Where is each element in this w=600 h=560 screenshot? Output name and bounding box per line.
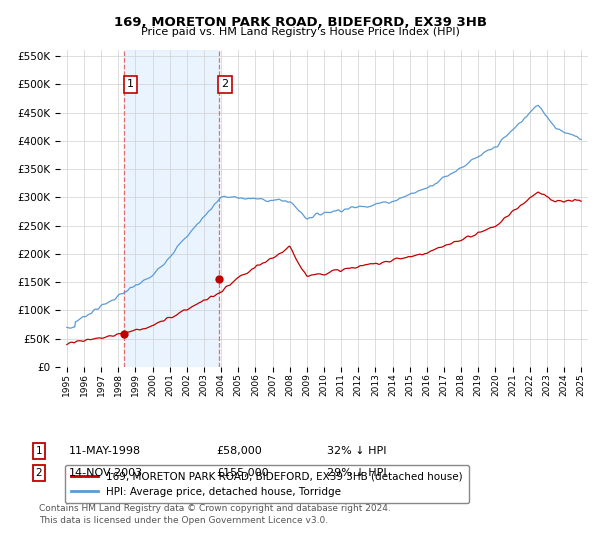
Text: 14-NOV-2003: 14-NOV-2003 xyxy=(69,468,143,478)
Text: £155,000: £155,000 xyxy=(216,468,269,478)
Text: £58,000: £58,000 xyxy=(216,446,262,456)
Text: 11-MAY-1998: 11-MAY-1998 xyxy=(69,446,141,456)
Text: 2: 2 xyxy=(221,80,229,89)
Text: Contains HM Land Registry data © Crown copyright and database right 2024.
This d: Contains HM Land Registry data © Crown c… xyxy=(39,504,391,525)
Text: 29% ↓ HPI: 29% ↓ HPI xyxy=(327,468,386,478)
Text: 1: 1 xyxy=(35,446,43,456)
Text: 2: 2 xyxy=(35,468,43,478)
Text: 169, MORETON PARK ROAD, BIDEFORD, EX39 3HB: 169, MORETON PARK ROAD, BIDEFORD, EX39 3… xyxy=(113,16,487,29)
Text: 1: 1 xyxy=(127,80,134,89)
Text: 32% ↓ HPI: 32% ↓ HPI xyxy=(327,446,386,456)
Bar xyxy=(124,50,219,367)
Text: Price paid vs. HM Land Registry's House Price Index (HPI): Price paid vs. HM Land Registry's House … xyxy=(140,27,460,37)
Legend: 169, MORETON PARK ROAD, BIDEFORD, EX39 3HB (detached house), HPI: Average price,: 169, MORETON PARK ROAD, BIDEFORD, EX39 3… xyxy=(65,465,469,503)
